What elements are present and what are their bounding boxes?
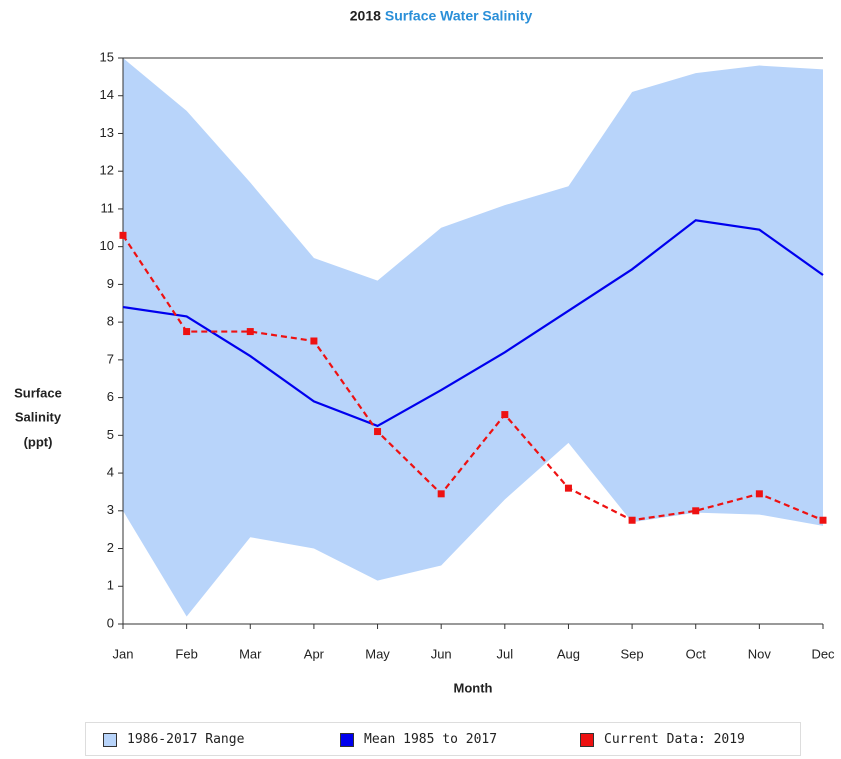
x-tick-label: Jan (113, 646, 134, 661)
y-tick-label: 2 (107, 540, 114, 555)
y-tick-label: 9 (107, 276, 114, 291)
legend-swatch (103, 732, 117, 747)
series-line (122, 234, 824, 522)
legend: 1986-2017 Range Mean 1985 to 2017 Curren… (85, 722, 801, 756)
y-tick-label: 13 (100, 125, 114, 140)
legend-label: Mean 1985 to 2017 (364, 732, 498, 747)
legend-swatch (580, 732, 594, 747)
point-marker (628, 516, 636, 524)
point-marker (119, 231, 127, 239)
y-tick-label: 15 (100, 49, 114, 64)
legend-label: Current Data: 2019 (604, 732, 745, 747)
point-marker (374, 428, 382, 436)
y-tick-label: 6 (107, 389, 114, 404)
x-tick-label: Feb (175, 646, 197, 661)
y-tick-label: 8 (107, 314, 114, 329)
range-area (123, 58, 823, 617)
point-marker (183, 328, 191, 336)
legend-item: Mean 1985 to 2017 (340, 732, 497, 747)
x-tick-label: Sep (621, 646, 644, 661)
y-tick-label: 14 (100, 87, 114, 102)
point-marker (819, 516, 827, 524)
x-axis-label: Month (454, 680, 493, 695)
point-marker (246, 328, 254, 336)
x-tick-label: Aug (557, 646, 580, 661)
legend-label: 1986-2017 Range (127, 732, 245, 747)
point-marker (310, 337, 318, 345)
y-axis-label: Surface (14, 385, 62, 400)
y-tick-label: 10 (100, 238, 114, 253)
chart: 2018 Surface Water Salinity Month Surfac… (14, 8, 835, 696)
x-tick-label: Mar (239, 646, 262, 661)
point-marker (692, 507, 700, 515)
y-tick-label: 12 (100, 163, 114, 178)
x-tick-label: Dec (811, 646, 835, 661)
y-axis-label: (ppt) (24, 434, 53, 449)
y-tick-label: 0 (107, 615, 114, 630)
y-tick-label: 1 (107, 578, 114, 593)
point-marker (755, 490, 763, 498)
title-prefix: 2018 (350, 8, 381, 24)
x-tick-label: May (365, 646, 390, 661)
x-tick-label: Jun (431, 646, 452, 661)
point-marker (501, 411, 509, 419)
y-axis-label: Salinity (15, 409, 62, 424)
y-tick-label: 3 (107, 502, 114, 517)
x-tick-label: Jul (497, 646, 514, 661)
x-tick-label: Nov (748, 646, 772, 661)
x-tick-label: Oct (686, 646, 707, 661)
y-tick-label: 5 (107, 427, 114, 442)
point-marker (564, 484, 572, 492)
y-tick-label: 7 (107, 351, 114, 366)
x-tick-label: Apr (304, 646, 325, 661)
point-marker (437, 490, 445, 498)
series-line (122, 219, 824, 428)
chart-title: Surface Water Salinity (385, 8, 533, 24)
y-tick-label: 4 (107, 465, 114, 480)
y-tick-label: 11 (101, 200, 115, 215)
legend-item: Current Data: 2019 (580, 732, 745, 747)
legend-swatch (340, 732, 354, 747)
legend-item: 1986-2017 Range (103, 732, 244, 747)
